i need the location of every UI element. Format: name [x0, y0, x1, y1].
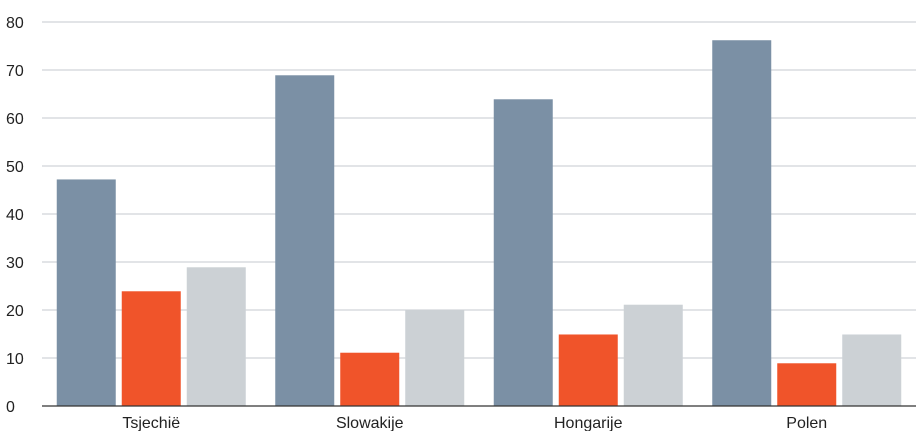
y-tick-label: 10 — [6, 351, 24, 368]
y-tick-label: 40 — [6, 207, 24, 224]
x-category-label: Hongarije — [554, 415, 623, 431]
bar — [405, 310, 465, 406]
y-tick-label: 30 — [6, 255, 24, 272]
y-tick-label: 20 — [6, 303, 24, 320]
bar — [340, 352, 400, 406]
bar — [275, 75, 335, 406]
bar — [493, 99, 553, 406]
bar-layer — [56, 40, 902, 407]
bar — [842, 334, 902, 406]
y-tick-label: 60 — [6, 111, 24, 128]
x-category-label: Tsjechië — [122, 415, 180, 431]
bar — [623, 304, 683, 406]
bar — [56, 179, 116, 406]
y-tick-label: 0 — [6, 399, 15, 416]
bar — [121, 291, 181, 406]
y-tick-label: 80 — [6, 15, 24, 32]
y-tick-label: 50 — [6, 159, 24, 176]
y-tick-label: 70 — [6, 63, 24, 80]
bar — [186, 267, 246, 406]
axis-layer: 0 10 20 30 40 50 60 70 80 Tsjechië Slowakije Hongar… — [6, 15, 916, 431]
x-category-label: Polen — [786, 415, 827, 431]
bar — [777, 363, 837, 406]
x-category-label: Slowakije — [336, 415, 404, 431]
bar — [558, 334, 618, 406]
bar — [712, 40, 772, 407]
